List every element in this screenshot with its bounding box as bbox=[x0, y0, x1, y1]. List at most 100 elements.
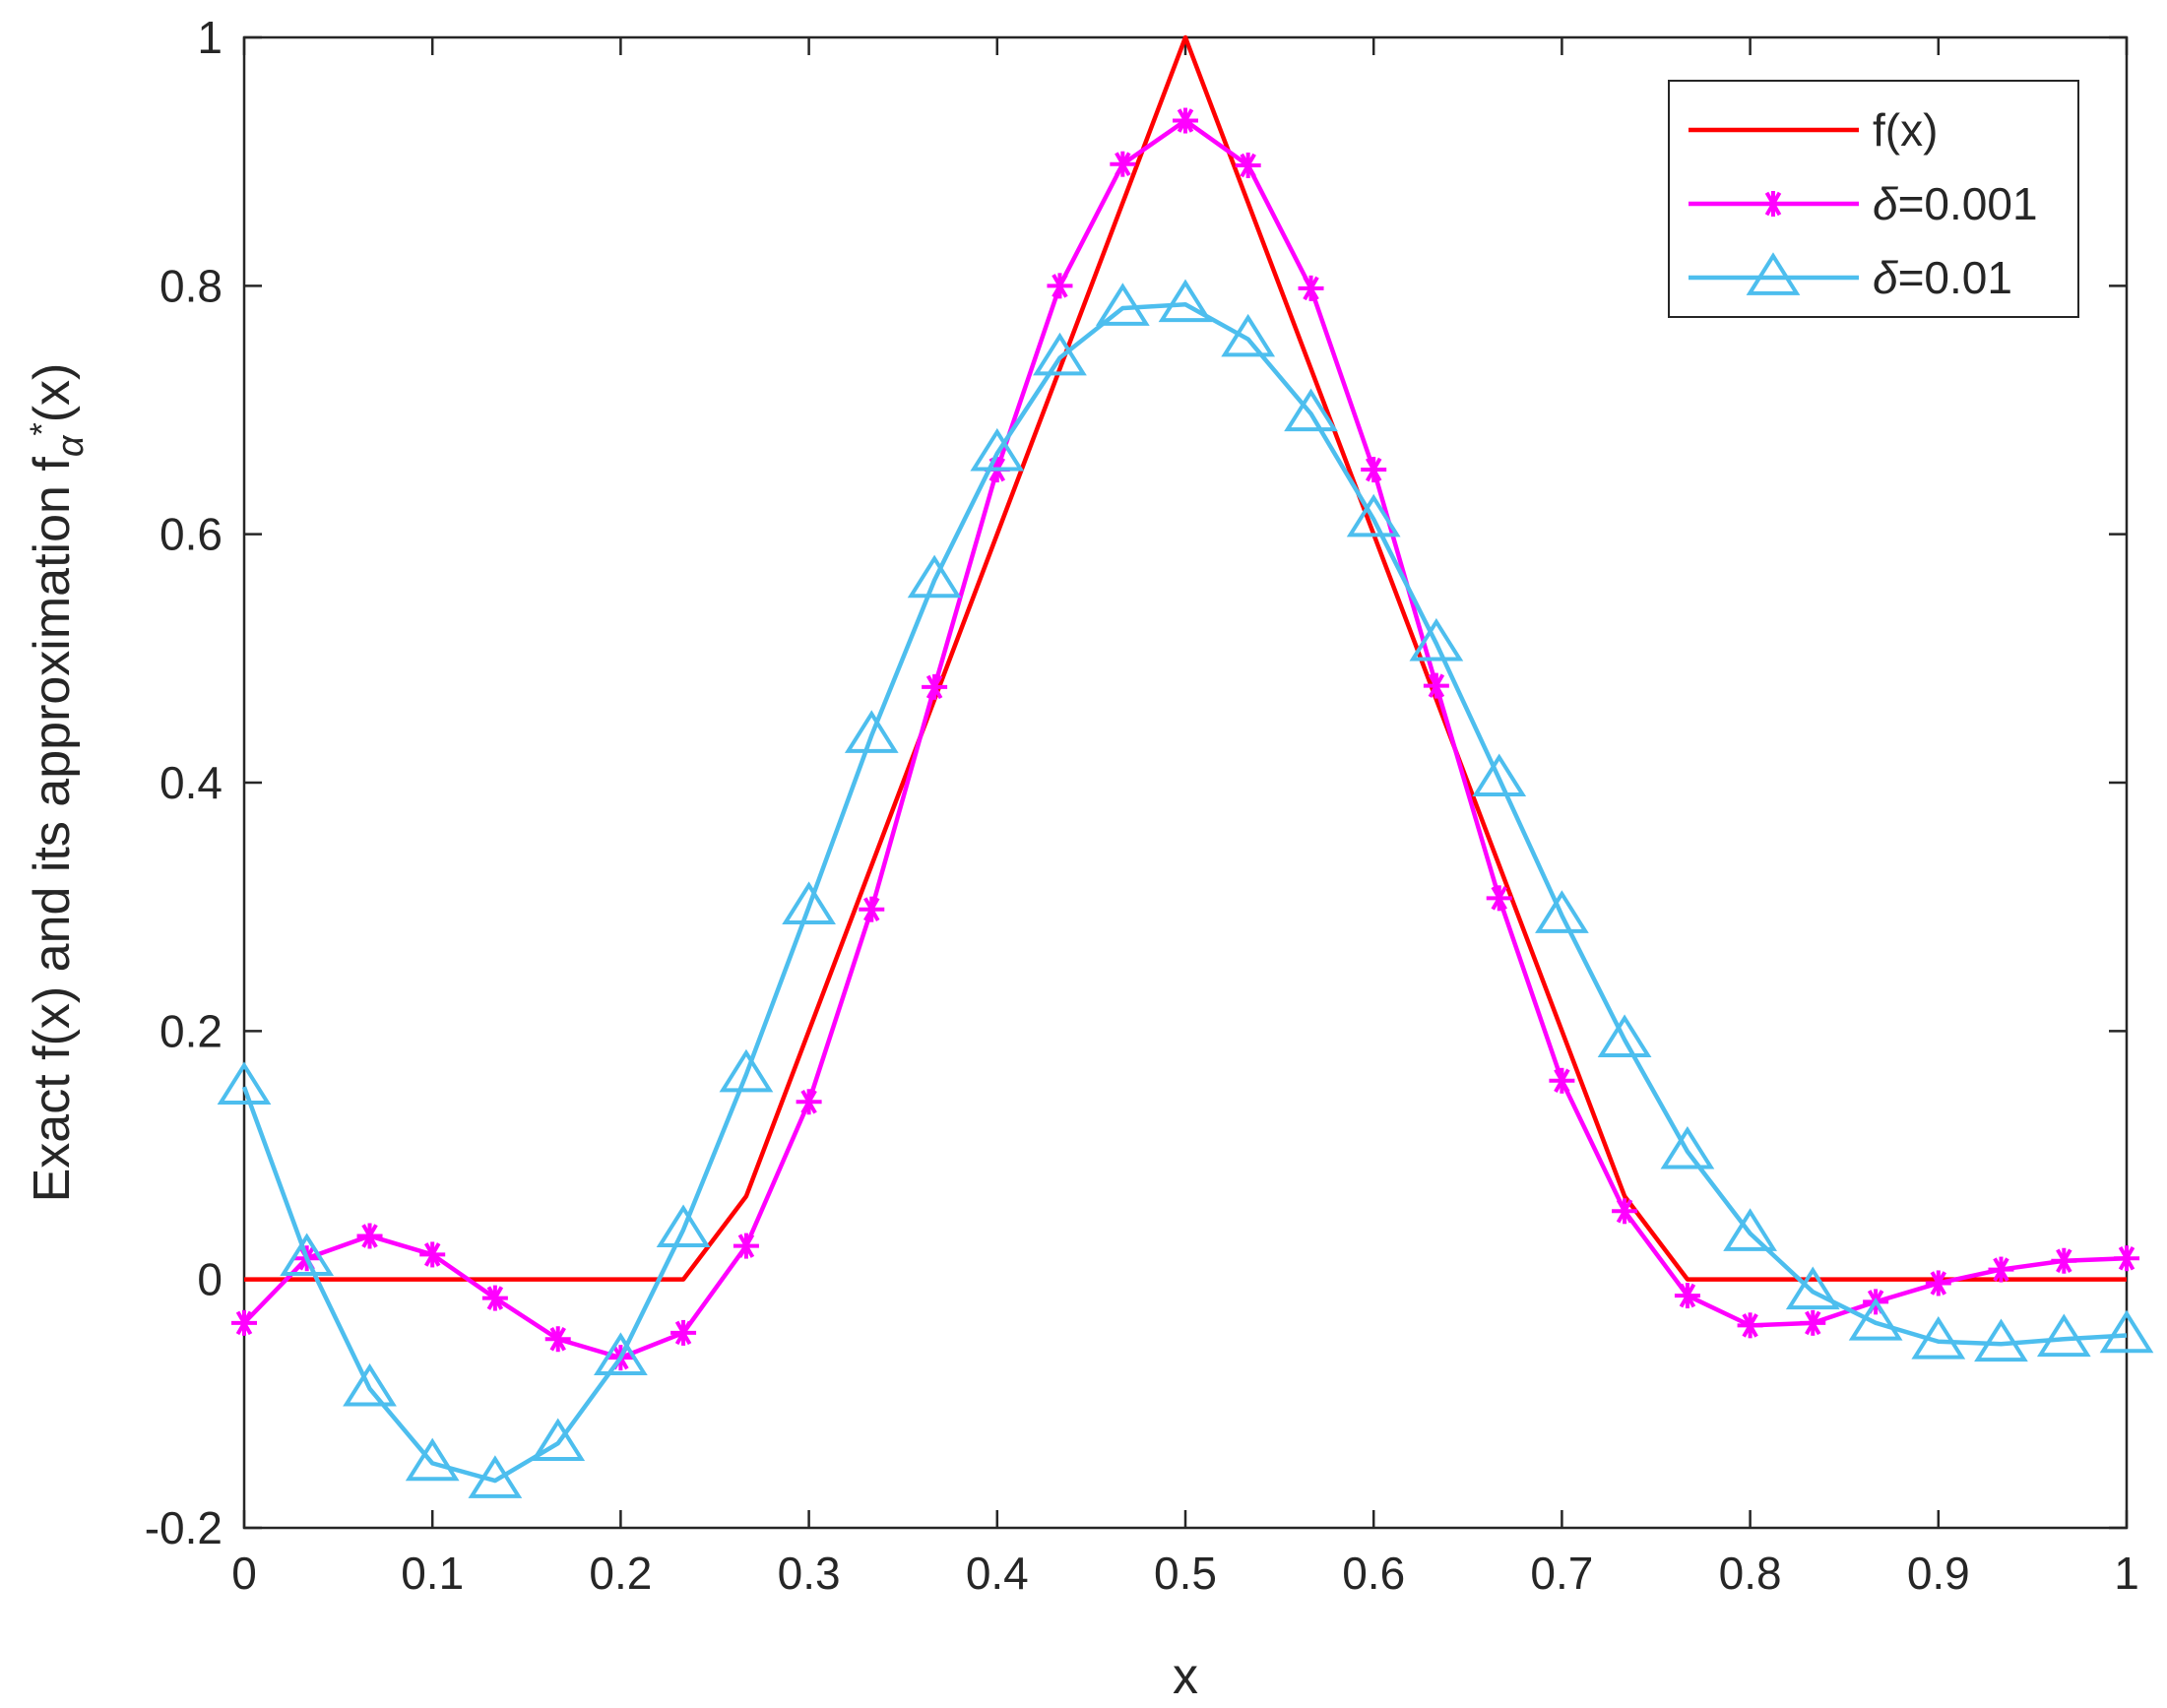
triangle-marker bbox=[1346, 493, 1401, 538]
series-layer bbox=[217, 34, 2154, 1498]
asterisk-marker bbox=[2051, 1247, 2077, 1274]
asterisk-marker bbox=[1235, 152, 1261, 178]
triangle-marker bbox=[970, 427, 1025, 472]
series-0 bbox=[244, 34, 2127, 1282]
asterisk-marker bbox=[859, 896, 885, 922]
y-axis-label-main: Exact f(x) and its approximation f bbox=[24, 457, 81, 1203]
x-tick-label: 0.9 bbox=[1907, 1548, 1970, 1599]
x-tick-label: 0.2 bbox=[589, 1548, 652, 1599]
triangle-marker bbox=[719, 1048, 774, 1093]
asterisk-marker bbox=[1047, 273, 1073, 299]
legend-label-text: =0.01 bbox=[1898, 252, 2012, 303]
asterisk-marker bbox=[1423, 672, 1449, 699]
asterisk-marker bbox=[1737, 1312, 1763, 1339]
series-2 bbox=[217, 279, 2154, 1498]
asterisk-marker bbox=[1925, 1270, 1951, 1297]
legend-marker bbox=[1746, 252, 1801, 295]
triangle-marker bbox=[1660, 1125, 1715, 1170]
y-tick-label: -0.2 bbox=[145, 1502, 223, 1553]
legend-label-symbol: δ bbox=[1873, 252, 1898, 303]
asterisk-marker bbox=[1988, 1256, 2014, 1283]
asterisk-marker bbox=[356, 1223, 383, 1249]
triangle-marker bbox=[1911, 1315, 1966, 1360]
asterisk-marker bbox=[1361, 457, 1387, 483]
asterisk-marker bbox=[1486, 885, 1512, 912]
asterisk-marker bbox=[231, 1309, 257, 1336]
axis-ticks: 0 0.1 0.2 0.3 0.4 0.5 0.6 0.7 0.8 0.9 1-0.200.20.4… bbox=[145, 12, 2139, 1599]
y-tick-label: 0.4 bbox=[159, 757, 223, 808]
asterisk-marker bbox=[733, 1233, 759, 1259]
series-line bbox=[244, 34, 2127, 1282]
asterisk-marker bbox=[419, 1241, 446, 1268]
triangle-marker bbox=[468, 1455, 523, 1498]
asterisk-marker bbox=[1612, 1198, 1638, 1225]
y-axis-label: Exact f(x) and its approximation fα*(x) bbox=[24, 363, 92, 1203]
x-tick-label: 0.8 bbox=[1719, 1548, 1782, 1599]
y-tick-label: 0 bbox=[197, 1254, 223, 1305]
triangle-marker bbox=[1221, 313, 1276, 357]
triangle-marker bbox=[1284, 388, 1338, 432]
triangle-marker bbox=[844, 710, 899, 753]
asterisk-marker bbox=[796, 1089, 822, 1115]
triangle-marker bbox=[1785, 1266, 1840, 1310]
asterisk-marker bbox=[481, 1285, 508, 1311]
x-tick-label: 1 bbox=[2114, 1548, 2139, 1599]
triangle-marker bbox=[1158, 279, 1213, 323]
x-tick-label: 0.3 bbox=[778, 1548, 841, 1599]
x-axis-label: x bbox=[1173, 1648, 1198, 1705]
asterisk-marker bbox=[670, 1319, 697, 1346]
triangle-marker bbox=[343, 1362, 397, 1407]
triangle-marker bbox=[1033, 332, 1087, 376]
legend-label: δ=0.001 bbox=[1873, 178, 2038, 229]
legend-marker bbox=[1760, 191, 1786, 217]
triangle-marker bbox=[280, 1233, 335, 1277]
y-tick-label: 0.8 bbox=[159, 260, 223, 311]
x-tick-label: 0.5 bbox=[1154, 1548, 1217, 1599]
triangle-marker bbox=[1974, 1318, 2028, 1362]
triangle-marker bbox=[405, 1437, 460, 1482]
legend-label-text: =0.001 bbox=[1898, 178, 2038, 229]
triangle-marker bbox=[1472, 753, 1527, 797]
y-axis-label-tail: (x) bbox=[24, 363, 81, 423]
triangle-marker bbox=[907, 554, 962, 599]
asterisk-marker bbox=[1549, 1067, 1575, 1094]
y-axis-label-subscript: α bbox=[50, 434, 92, 457]
triangle-marker bbox=[656, 1204, 711, 1248]
x-tick-label: 0.4 bbox=[966, 1548, 1029, 1599]
asterisk-marker bbox=[922, 673, 948, 700]
triangle-marker bbox=[1095, 283, 1150, 326]
asterisk-marker bbox=[2114, 1245, 2139, 1272]
triangle-marker bbox=[594, 1332, 648, 1375]
triangle-marker bbox=[782, 881, 836, 925]
y-tick-label: 1 bbox=[197, 12, 223, 63]
triangle-marker bbox=[531, 1418, 586, 1462]
asterisk-marker bbox=[544, 1326, 571, 1353]
y-tick-label: 0.6 bbox=[159, 509, 223, 560]
triangle-marker bbox=[2036, 1313, 2091, 1358]
y-tick-label: 0.2 bbox=[159, 1005, 223, 1056]
triangle-marker bbox=[1723, 1208, 1777, 1251]
asterisk-marker bbox=[1110, 151, 1136, 177]
legend-label: f(x) bbox=[1873, 104, 1938, 156]
asterisk-marker bbox=[1173, 107, 1198, 134]
legend-label-text: f(x) bbox=[1873, 104, 1938, 156]
triangle-marker bbox=[1409, 617, 1464, 662]
asterisk-marker bbox=[1800, 1309, 1826, 1336]
triangle-marker bbox=[1535, 890, 1589, 933]
x-tick-label: 0.6 bbox=[1342, 1548, 1405, 1599]
x-tick-label: 0.7 bbox=[1530, 1548, 1593, 1599]
triangle-marker bbox=[2099, 1309, 2154, 1354]
asterisk-marker bbox=[1674, 1283, 1700, 1309]
triangle-marker bbox=[1597, 1014, 1652, 1058]
legend-label-symbol: δ bbox=[1873, 178, 1898, 229]
y-axis-label-superscript: * bbox=[24, 422, 61, 435]
triangle-marker bbox=[217, 1061, 272, 1105]
x-tick-label: 0 bbox=[231, 1548, 257, 1599]
x-tick-label: 0.1 bbox=[401, 1548, 464, 1599]
asterisk-marker bbox=[1298, 275, 1324, 301]
triangle-marker bbox=[1848, 1297, 1903, 1341]
series-line bbox=[241, 302, 2128, 1484]
legend-label: δ=0.01 bbox=[1873, 252, 2012, 303]
